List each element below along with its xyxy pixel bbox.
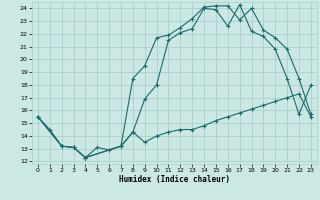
X-axis label: Humidex (Indice chaleur): Humidex (Indice chaleur)	[119, 175, 230, 184]
